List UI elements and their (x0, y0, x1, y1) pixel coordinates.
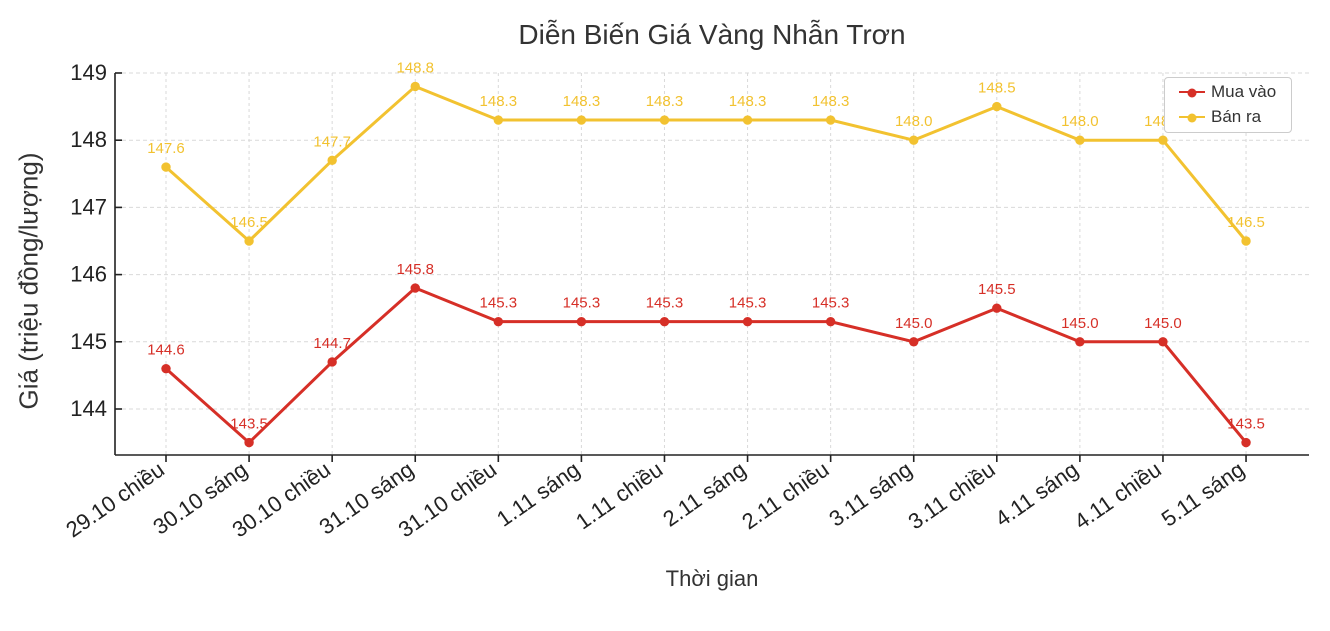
svg-text:146.5: 146.5 (230, 214, 268, 231)
svg-text:148.3: 148.3 (729, 93, 767, 110)
svg-text:146: 146 (70, 262, 107, 287)
svg-text:145.0: 145.0 (895, 315, 933, 332)
svg-text:144: 144 (70, 396, 107, 421)
svg-text:145.3: 145.3 (480, 295, 518, 312)
svg-text:145.0: 145.0 (1144, 315, 1182, 332)
svg-text:145.5: 145.5 (978, 281, 1016, 298)
svg-text:146.5: 146.5 (1227, 214, 1265, 231)
svg-text:29.10 chiều: 29.10 chiều (61, 457, 169, 543)
svg-text:148: 148 (70, 127, 107, 152)
svg-text:147.7: 147.7 (313, 133, 351, 150)
svg-text:4.11 chiều: 4.11 chiều (1070, 457, 1166, 535)
svg-text:1.11 chiều: 1.11 chiều (571, 457, 667, 535)
svg-text:145.3: 145.3 (646, 295, 684, 312)
svg-text:147: 147 (70, 194, 107, 219)
svg-text:148.3: 148.3 (646, 93, 684, 110)
svg-text:145.3: 145.3 (729, 295, 767, 312)
svg-text:145.3: 145.3 (563, 295, 601, 312)
svg-text:148.3: 148.3 (563, 93, 601, 110)
svg-text:5.11 sáng: 5.11 sáng (1157, 457, 1249, 532)
svg-text:148.0: 148.0 (895, 113, 933, 130)
svg-text:145: 145 (70, 329, 107, 354)
svg-text:148.5: 148.5 (978, 80, 1016, 97)
svg-text:148.0: 148.0 (1061, 113, 1099, 130)
svg-text:149: 149 (70, 60, 107, 85)
svg-text:143.5: 143.5 (1227, 416, 1265, 433)
svg-text:1.11 sáng: 1.11 sáng (492, 457, 584, 532)
svg-text:145.3: 145.3 (812, 295, 850, 312)
svg-text:145.0: 145.0 (1061, 315, 1099, 332)
svg-text:4.11 sáng: 4.11 sáng (991, 457, 1083, 532)
svg-text:148.8: 148.8 (396, 59, 434, 76)
svg-text:144.6: 144.6 (147, 342, 185, 359)
svg-text:148.3: 148.3 (480, 93, 518, 110)
svg-text:148.3: 148.3 (812, 93, 850, 110)
svg-text:2.11 chiều: 2.11 chiều (737, 457, 833, 535)
svg-text:147.6: 147.6 (147, 140, 185, 157)
svg-text:145.8: 145.8 (396, 261, 434, 278)
svg-text:144.7: 144.7 (313, 335, 351, 352)
svg-text:2.11 sáng: 2.11 sáng (658, 457, 750, 532)
svg-text:143.5: 143.5 (230, 416, 268, 433)
svg-text:3.11 sáng: 3.11 sáng (824, 457, 916, 532)
svg-text:3.11 chiều: 3.11 chiều (903, 457, 999, 535)
